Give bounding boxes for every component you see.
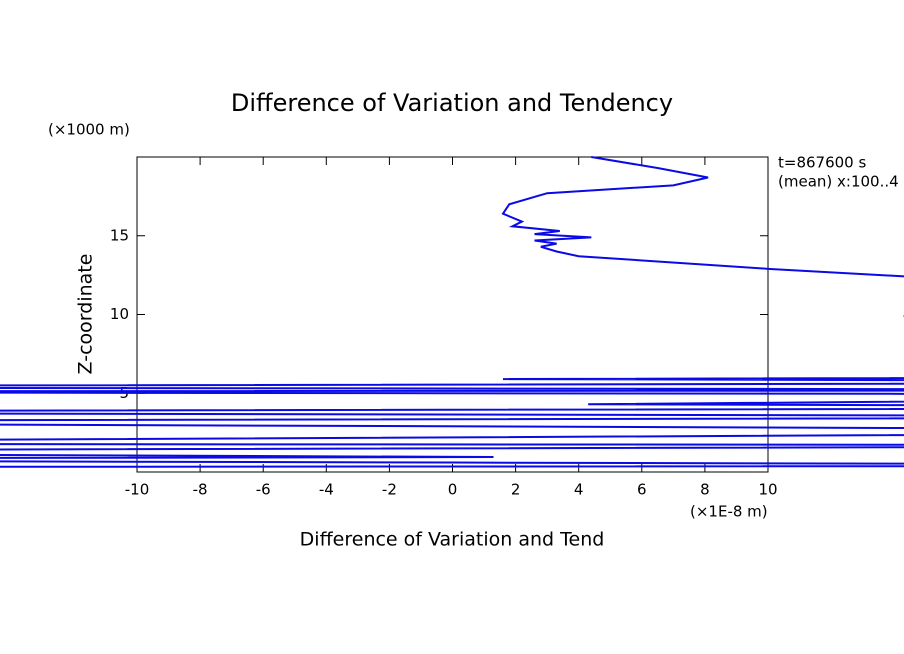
x-unit: (×1E-8 m) <box>690 503 768 521</box>
x-tick-label: -4 <box>319 481 334 499</box>
x-axis-label: Difference of Variation and Tend <box>300 529 605 551</box>
x-tick-label: 0 <box>448 481 458 499</box>
annotation: t=867600 s <box>778 154 866 172</box>
x-tick-label: 6 <box>637 481 647 499</box>
y-tick-label: 15 <box>110 226 129 244</box>
y-tick-label: 10 <box>110 305 129 323</box>
x-tick-label: -2 <box>382 481 397 499</box>
x-tick-label: 4 <box>574 481 584 499</box>
y-unit: (×1000 m) <box>48 121 130 139</box>
annotation: (mean) x:100..4 <box>778 173 899 191</box>
x-tick-label: -6 <box>256 481 271 499</box>
y-axis-label: Z-coordinate <box>75 254 97 375</box>
x-tick-label: 10 <box>758 481 777 499</box>
x-tick-label: -10 <box>125 481 150 499</box>
data-line <box>0 156 904 468</box>
x-tick-label: -8 <box>193 481 208 499</box>
x-tick-label: 8 <box>700 481 710 499</box>
x-tick-label: 2 <box>511 481 521 499</box>
chart-title: Difference of Variation and Tendency <box>231 89 673 117</box>
